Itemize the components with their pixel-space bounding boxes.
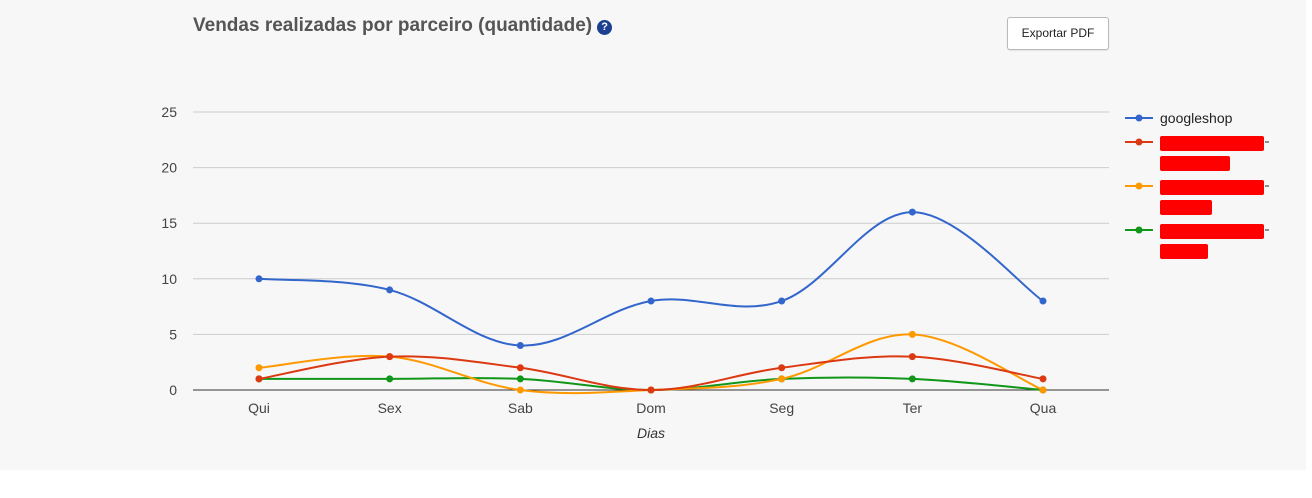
data-point-2-sab[interactable] (516, 364, 524, 372)
data-point-3-sab[interactable] (516, 386, 524, 394)
legend-label-1: googleshop (1160, 110, 1233, 126)
legend-marker-2 (1135, 138, 1143, 146)
x-tick-label: Sex (378, 400, 402, 416)
x-tick-label: Seg (769, 400, 794, 416)
data-point-2-qui[interactable] (255, 375, 263, 383)
data-point-1-qui[interactable] (255, 275, 263, 283)
data-point-4-ter[interactable] (908, 375, 916, 383)
data-point-3-ter[interactable] (908, 330, 916, 338)
legend-redaction-4b (1160, 244, 1208, 259)
data-point-1-sex[interactable] (386, 286, 394, 294)
data-point-3-seg[interactable] (778, 375, 786, 383)
y-tick-label: 5 (169, 326, 177, 342)
data-point-2-ter[interactable] (908, 353, 916, 361)
data-point-3-qui[interactable] (255, 364, 263, 372)
data-point-2-sex[interactable] (386, 353, 394, 361)
chart-title: Vendas realizadas por parceiro (quantida… (193, 15, 613, 37)
legend-marker-1 (1135, 114, 1143, 122)
x-axis-title: Dias (637, 425, 665, 441)
data-point-4-sab[interactable] (516, 375, 524, 383)
data-point-2-seg[interactable] (778, 364, 786, 372)
data-point-1-sab[interactable] (516, 342, 524, 350)
legend-redaction-3b (1160, 200, 1212, 215)
x-tick-label: Dom (636, 400, 666, 416)
data-point-1-seg[interactable] (778, 297, 786, 305)
legend-redaction-3a (1160, 180, 1264, 195)
x-tick-label: Qui (248, 400, 270, 416)
y-tick-label: 20 (161, 160, 177, 176)
y-tick-label: 15 (161, 215, 177, 231)
y-tick-label: 0 (169, 382, 177, 398)
x-tick-label: Ter (903, 400, 923, 416)
legend-marker-3 (1135, 182, 1143, 190)
data-point-2-dom[interactable] (647, 386, 655, 394)
series-line-3 (258, 333, 1044, 395)
data-point-3-qua[interactable] (1039, 386, 1047, 394)
data-point-1-qua[interactable] (1039, 297, 1047, 305)
data-point-2-qua[interactable] (1039, 375, 1047, 383)
x-tick-label: Qua (1030, 400, 1057, 416)
chart-title-text: Vendas realizadas por parceiro (quantida… (193, 15, 593, 36)
data-point-4-sex[interactable] (386, 375, 394, 383)
help-icon[interactable]: ? (597, 20, 613, 36)
y-tick-label: 10 (161, 271, 177, 287)
y-tick-label: 25 (161, 104, 177, 120)
export-pdf-button[interactable]: Exportar PDF (1007, 17, 1109, 50)
x-tick-label: Sab (508, 400, 533, 416)
series-line-2 (258, 355, 1044, 392)
data-point-1-dom[interactable] (647, 297, 655, 305)
legend-marker-4 (1135, 226, 1143, 234)
data-point-1-ter[interactable] (908, 208, 916, 216)
legend-redaction-2b (1160, 156, 1230, 171)
legend-redaction-4a (1160, 224, 1264, 239)
legend-redaction-2a (1160, 136, 1264, 151)
